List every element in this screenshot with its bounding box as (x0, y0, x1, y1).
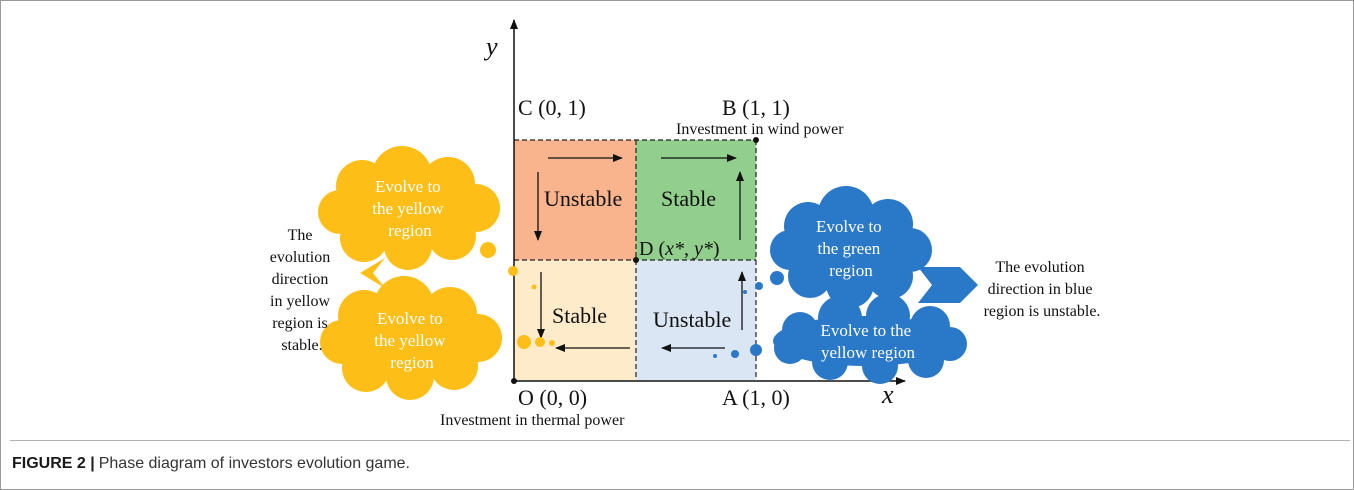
point-b-marker (753, 137, 759, 143)
region-label-top-left: Unstable (544, 186, 622, 211)
blue-bubble (731, 350, 739, 358)
svg-text:Evolve to the yellow reg: Evolve to the yellow region (821, 321, 916, 362)
point-d-label: D (x*, y*) (639, 238, 720, 260)
region-label-bottom-left: Stable (552, 303, 607, 328)
blue-bubble (770, 271, 784, 285)
yellow-bubble (549, 340, 555, 346)
point-a-label: A (1, 0) (722, 385, 790, 410)
point-c-label: C (0, 1) (518, 95, 586, 120)
yellow-bubble (480, 242, 496, 258)
x-axis-label: x (881, 380, 894, 409)
point-o-marker (511, 378, 517, 384)
yellow-bubble (508, 266, 518, 276)
yellow-bubble (517, 335, 531, 349)
yellow-cloud-bottom: Evolve to the yellow region (320, 276, 502, 400)
region-bottom-left-stable (514, 260, 636, 380)
right-note: The evolution direction in blue region i… (984, 259, 1101, 320)
svg-text:Evolve to the green: Evolve to the green region (816, 217, 886, 280)
region-bottom-right-unstable (636, 260, 756, 380)
caption-text: Phase diagram of investors evolution gam… (98, 455, 410, 472)
blue-cloud-top: Evolve to the green region (770, 186, 932, 308)
yellow-chevron-icon (360, 258, 385, 288)
figure-caption: FIGURE 2 | Phase diagram of investors evo… (12, 455, 410, 473)
svg-text:Evolve to the yellow: Evolve to the yellow region (372, 177, 448, 240)
blue-chevron-icon (918, 267, 978, 303)
blue-bubble (755, 282, 763, 290)
caption-separator (10, 440, 1350, 441)
blue-bubble (750, 344, 762, 356)
y-axis-label: y (483, 32, 498, 61)
left-note: The evolution direction in yellow region… (270, 227, 334, 354)
blue-cloud-bottom: Evolve to the yellow region (773, 294, 967, 384)
svg-text:Evolve to the yellow: Evolve to the yellow region (374, 309, 450, 372)
point-b-label: B (1, 1) (722, 95, 790, 120)
thermal-power-note: Investment in thermal power (440, 412, 625, 429)
yellow-bubble (531, 284, 537, 290)
region-label-bottom-right: Unstable (653, 307, 731, 332)
caption-label: FIGURE 2 | (12, 455, 95, 472)
wind-power-note: Investment in wind power (676, 121, 844, 138)
point-d-marker (633, 257, 639, 263)
direction-arrows (534, 154, 746, 352)
blue-bubble (713, 354, 717, 358)
point-o-label: O (0, 0) (518, 385, 587, 410)
yellow-bubble (535, 337, 545, 347)
blue-bubble (743, 290, 747, 294)
yellow-cloud-top: Evolve to the yellow region (318, 146, 500, 270)
region-label-top-right: Stable (661, 186, 716, 211)
